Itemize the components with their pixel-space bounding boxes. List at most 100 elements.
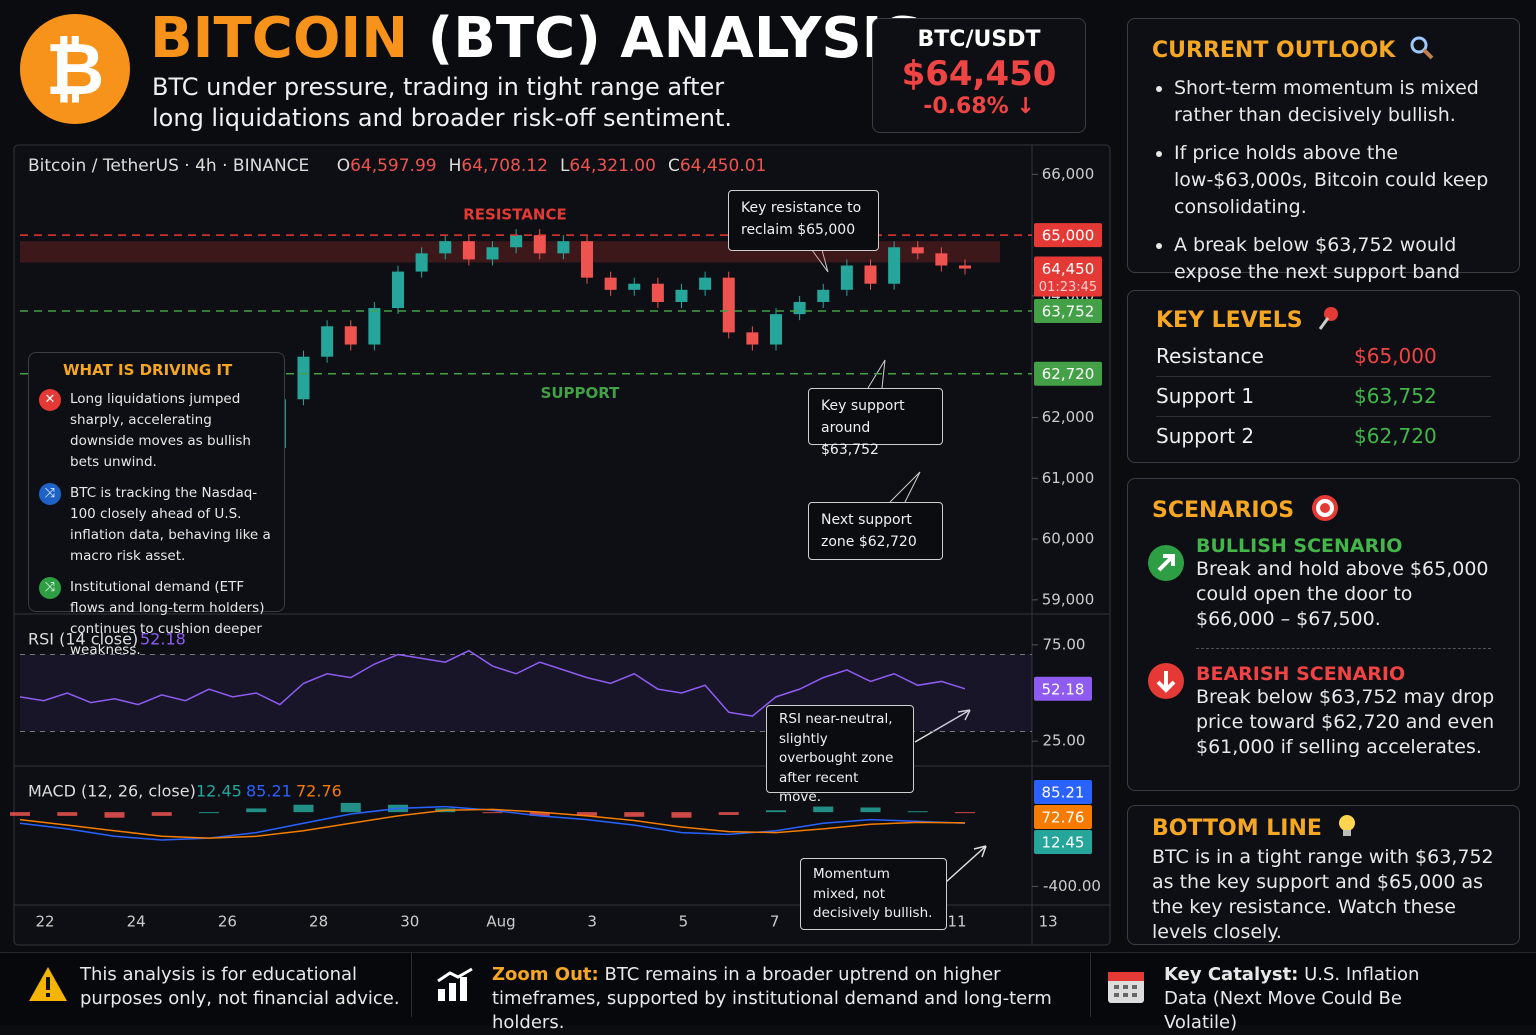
bearish-text: Break below $63,752 may drop price towar… <box>1196 686 1495 758</box>
level-label: 65,000 <box>1042 227 1095 245</box>
candle <box>510 235 523 248</box>
macd-histogram-bar <box>57 812 78 816</box>
candle <box>392 271 404 309</box>
level-label: 63,752 <box>1042 302 1095 320</box>
macd-badge <box>1034 830 1092 854</box>
arrow-head <box>973 845 987 858</box>
macd-histogram-bar <box>577 812 597 816</box>
candle <box>415 253 428 272</box>
chart-header: Bitcoin / TetherUS · 4h · BINANCE O64,59… <box>28 156 766 176</box>
outlook-bullet: If price holds above the low-$63,000s, B… <box>1174 140 1495 221</box>
callout: Momentum mixed, not decisively bullish. <box>800 858 947 930</box>
bottom-line-title: BOTTOM LINE <box>1152 814 1495 841</box>
macd-histogram-bar <box>529 812 550 816</box>
divider <box>1090 953 1091 1017</box>
candle <box>840 265 853 290</box>
level-badge <box>1034 298 1102 323</box>
disclaimer: This analysis is for educational purpose… <box>80 964 400 1009</box>
driver-text: Long liquidations jumped sharply, accele… <box>70 391 251 470</box>
x-tick-label: 26 <box>218 913 237 931</box>
macd-histogram-bar <box>813 806 834 813</box>
candle <box>888 247 901 284</box>
macd-badge-label: 85.21 <box>1042 784 1085 802</box>
candle <box>817 289 830 302</box>
candle <box>321 326 334 357</box>
level-tag: SUPPORT <box>541 384 621 402</box>
arrow <box>945 845 987 883</box>
catalyst-key: Key Catalyst: <box>1164 964 1299 985</box>
chart-icon <box>437 967 473 1001</box>
key-levels-panel: KEY LEVELS Resistance $65,000 Support 1 $63… <box>1127 290 1520 463</box>
candle <box>628 283 641 290</box>
x-tick-label: 11 <box>947 913 966 931</box>
ohlc-value: 64,321.00 <box>569 156 656 176</box>
icon <box>1319 307 1339 330</box>
x-tick-label: 5 <box>679 913 689 931</box>
y-tick-label: -400.00 <box>1043 877 1101 895</box>
macd-readout: 12.45 <box>196 782 242 801</box>
driver-item: ⤨ Institutional demand (ETF flows and lon… <box>37 577 276 661</box>
x-tick-label: Aug <box>486 913 515 931</box>
callout: Key resistance to reclaim $65,000 <box>728 190 879 251</box>
candle <box>864 265 877 284</box>
title-highlight: BITCOIN <box>150 6 409 71</box>
driver-icon: ✕ <box>39 389 61 411</box>
candle <box>439 241 452 254</box>
icon <box>1338 815 1355 836</box>
macd-histogram-bar <box>671 812 692 818</box>
macd-histogram-bar <box>624 812 645 817</box>
key-levels-title: KEY LEVELS <box>1156 305 1491 333</box>
outlook-panel: CURRENT OUTLOOK Short-term momentum is m… <box>1127 18 1520 310</box>
logo: ₿ <box>20 14 130 124</box>
bearish-icon <box>1148 663 1184 699</box>
y-tick-label: 25.00 <box>1043 732 1086 750</box>
zoom-text: BTC remains in a broader uptrend on high… <box>492 964 1052 1033</box>
ohlc-value: 64,708.12 <box>461 156 548 176</box>
symbol: Bitcoin / TetherUS · 4h · BINANCE <box>28 156 310 176</box>
arrow-head <box>957 709 971 721</box>
key-levels-list: Resistance $65,000 Support 1 $63,752 Support… <box>1156 337 1491 456</box>
macd-histogram-bar <box>293 804 314 813</box>
macd-badge-label: 12.45 <box>1042 834 1085 852</box>
y-tick-label: 61,000 <box>1042 469 1095 487</box>
macd-histogram-bar <box>104 812 125 818</box>
bottom-line-text: BTC is in a tight range with $63,752 as … <box>1152 846 1494 943</box>
key-levels-title-text: KEY LEVELS <box>1156 308 1303 333</box>
candle <box>368 308 381 345</box>
candle <box>959 265 971 269</box>
macd-readout: 85.21 <box>246 782 292 801</box>
scenarios-panel: SCENARIOS BULLISH SCENARIO Break and hol… <box>1127 478 1520 791</box>
key-level-value: $62,720 <box>1354 424 1437 448</box>
macd-badge <box>1034 780 1092 804</box>
macd-histogram-bar <box>955 812 975 814</box>
x-tick-label: 7 <box>770 913 780 931</box>
key-level-value: $63,752 <box>1354 384 1437 408</box>
scenarios-title-text: SCENARIOS <box>1152 498 1295 523</box>
divider <box>1196 648 1491 649</box>
driver-item: ⤨ BTC is tracking the Nasdaq-100 closely … <box>37 483 276 567</box>
ohlc-key: C <box>667 156 680 176</box>
bottom-line-panel: BOTTOM LINE BTC is in a tight range with… <box>1127 805 1520 945</box>
outlook-title: CURRENT OUTLOOK <box>1152 35 1495 63</box>
candle <box>675 289 688 302</box>
x-tick-label: 30 <box>400 913 419 931</box>
price-badge-timer: 01:23:45 <box>1039 280 1097 295</box>
subtitle: BTC under pressure, trading in tight ran… <box>152 73 733 132</box>
candle <box>533 235 546 254</box>
macd-histogram-bar <box>766 810 786 813</box>
macd-histogram-bar <box>151 812 172 816</box>
driver-item: ✕ Long liquidations jumped sharply, accel… <box>37 389 276 473</box>
key-level-name: Support 2 <box>1156 424 1255 448</box>
calendar-icon <box>1108 972 1144 1003</box>
key-level-name: Support 1 <box>1156 384 1255 408</box>
driver-text: Institutional demand (ETF flows and long… <box>70 579 265 658</box>
rsi-line <box>19 649 966 717</box>
candle <box>770 314 782 345</box>
footer: This analysis is for educational purpose… <box>0 952 1536 1033</box>
macd-readout: 72.76 <box>296 782 342 801</box>
candle <box>462 241 475 260</box>
candle <box>651 283 664 302</box>
level-label: 62,720 <box>1042 365 1095 383</box>
candle <box>581 241 593 278</box>
